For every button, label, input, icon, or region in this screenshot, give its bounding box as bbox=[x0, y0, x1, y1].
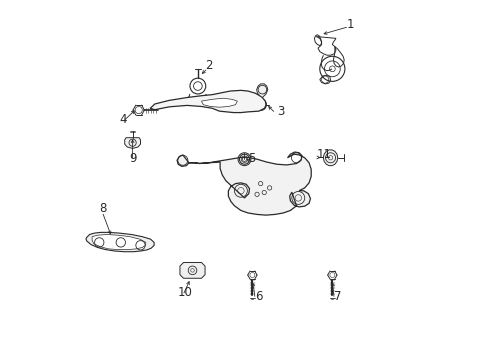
Polygon shape bbox=[150, 90, 265, 113]
Polygon shape bbox=[92, 234, 145, 249]
Text: 7: 7 bbox=[333, 290, 341, 303]
Polygon shape bbox=[323, 150, 337, 166]
Text: 9: 9 bbox=[129, 152, 137, 165]
Text: 5: 5 bbox=[247, 152, 255, 165]
Polygon shape bbox=[177, 152, 310, 215]
Text: 4: 4 bbox=[119, 113, 126, 126]
Polygon shape bbox=[180, 262, 204, 278]
Text: 11: 11 bbox=[316, 148, 330, 161]
Text: 8: 8 bbox=[99, 202, 106, 215]
Polygon shape bbox=[256, 84, 267, 98]
Text: 1: 1 bbox=[346, 18, 353, 31]
Text: 3: 3 bbox=[276, 105, 284, 118]
Text: 10: 10 bbox=[178, 287, 193, 300]
Polygon shape bbox=[201, 98, 237, 107]
Polygon shape bbox=[124, 138, 140, 148]
Polygon shape bbox=[86, 232, 154, 252]
Text: 2: 2 bbox=[204, 59, 212, 72]
Text: 6: 6 bbox=[255, 290, 262, 303]
